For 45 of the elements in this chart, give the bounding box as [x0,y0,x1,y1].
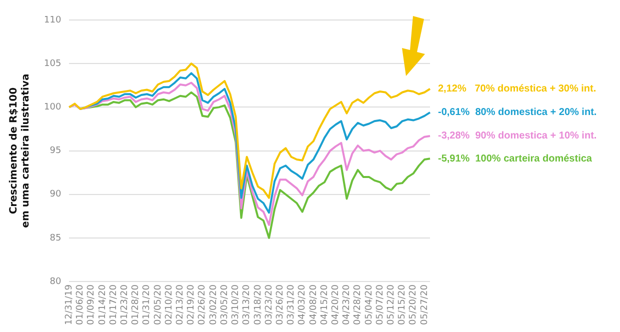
x-tick-label: 03/18/20 [253,284,264,325]
x-tick-label: 02/13/20 [176,284,186,325]
x-tick-label: 02/19/20 [186,284,197,325]
x-tick-label: 03/31/20 [286,284,297,325]
x-tick-label: 03/05/20 [220,284,230,325]
series-label: -0,61% 80% domestica + 20% int. [438,107,597,118]
x-tick-label: 05/12/20 [386,284,396,325]
y-tick-label: 85 [50,233,62,244]
x-tick-label: 04/08/20 [308,284,319,325]
y-tick-label: 105 [44,58,62,69]
x-tick-label: 04/23/20 [342,284,352,325]
x-tick-label: 03/26/20 [275,284,286,325]
x-tick-label: 05/20/20 [408,284,419,325]
x-tick-label: 05/27/20 [420,284,430,325]
y-axis-title: Crescimento de R$100 em uma carteira ilustrativa [8,74,32,228]
x-tick-label: 01/06/20 [76,284,86,325]
x-tick-label: 05/15/20 [398,284,408,325]
x-tick-label: 02/26/20 [198,284,208,325]
y-tick-label: 110 [44,15,62,26]
series-label: 2,12% 70% doméstica + 30% int. [438,84,596,95]
x-tick-label: 01/17/20 [108,284,119,325]
x-tick-label: 03/10/20 [231,284,242,325]
x-tick-label: 05/07/20 [375,284,386,325]
x-tick-label: 01/28/20 [131,284,142,325]
x-tick-label: 01/09/20 [86,284,97,325]
series-label: -5,91% 100% carteira doméstica [438,153,592,164]
x-tick-label: 03/13/20 [242,284,252,325]
x-tick-label: 05/04/20 [364,284,374,325]
x-tick-label: 02/10/20 [164,284,174,325]
x-tick-label: 04/20/20 [330,284,341,325]
x-tick-label: 01/23/20 [120,284,130,325]
x-tick-label: 04/15/20 [320,284,330,325]
y-tick-label: 95 [50,146,62,156]
x-tick-label: 02/05/20 [153,284,164,325]
x-tick-label: 01/14/20 [98,284,108,325]
y-tick-label: 90 [50,190,62,200]
x-tick-label: 04/28/20 [353,284,364,325]
x-tick-label: 12/31/19 [64,284,75,325]
y-tick-label: 80 [50,276,62,287]
x-tick-label: 03/23/20 [264,284,274,325]
series-label: -3,28% 90% domestica + 10% int. [438,130,597,142]
x-tick-label: 01/31/20 [142,284,152,325]
y-tick-label: 100 [44,102,62,113]
x-tick-label: 03/02/20 [208,284,219,325]
x-tick-label: 04/03/20 [298,284,308,325]
